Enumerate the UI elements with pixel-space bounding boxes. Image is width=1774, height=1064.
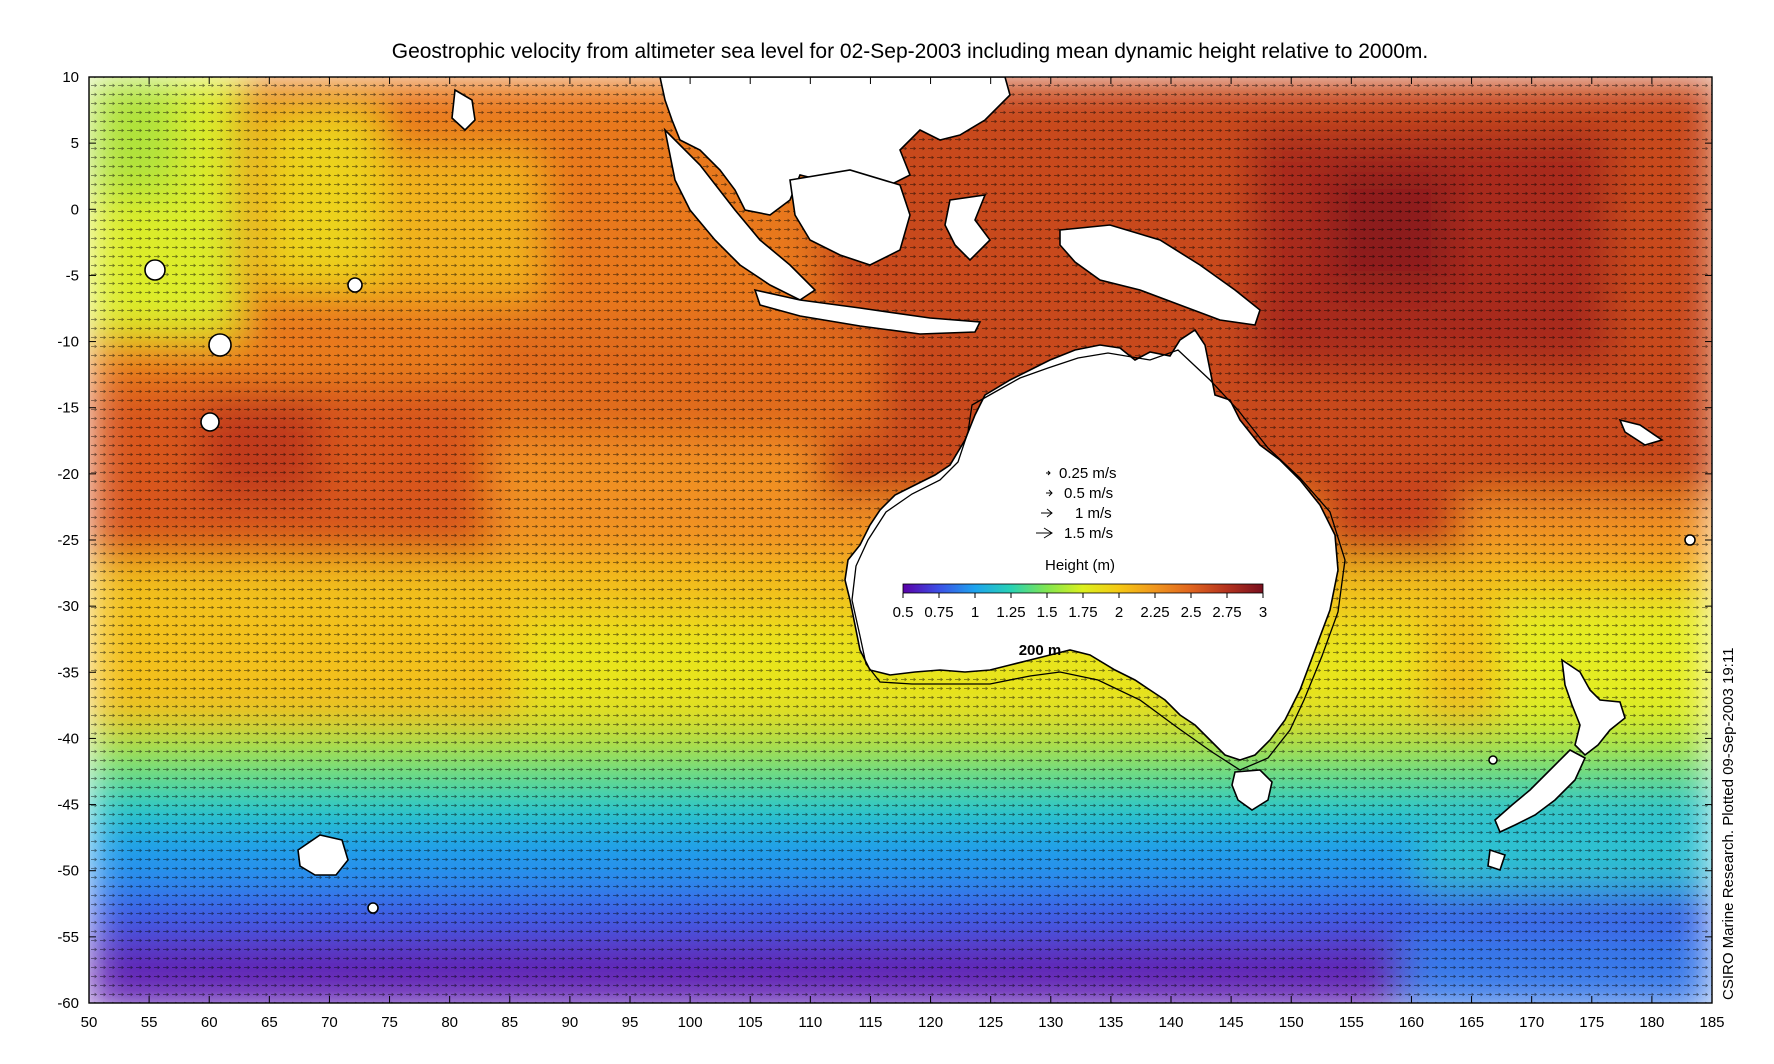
land-sulawesi xyxy=(944,194,992,262)
y-tick-label: 5 xyxy=(71,135,79,152)
velocity-legend-arrow xyxy=(1046,489,1053,497)
colorbar-gradient xyxy=(902,583,1264,594)
colorbar-tick-label: 1.25 xyxy=(996,604,1025,621)
x-tick-label: 100 xyxy=(678,1014,703,1031)
land-auckland-isles xyxy=(1487,848,1507,872)
y-tick-label: -15 xyxy=(57,400,79,417)
land-seychelles xyxy=(144,259,166,281)
velocity-legend-label: 0.5 m/s xyxy=(1064,485,1113,502)
x-tick-label: 65 xyxy=(261,1014,278,1031)
y-tick-label: 10 xyxy=(62,69,79,86)
velocity-legend-label: 1.5 m/s xyxy=(1064,525,1113,542)
land-heard xyxy=(367,902,379,914)
land-new-guinea xyxy=(1059,224,1261,326)
height-field xyxy=(89,77,1712,1003)
x-tick-label: 160 xyxy=(1399,1014,1424,1031)
velocity-legend-entry: 0.5 m/s xyxy=(1046,485,1113,502)
colorbar-tick-label: 2.75 xyxy=(1212,604,1241,621)
land-mascarene xyxy=(200,412,220,432)
colorbar: Height (m) 0.5 0.75 1 1.25 1.5 1.75 2 2.25 2.5 2.… xyxy=(893,557,1268,621)
land-madagascar-isle xyxy=(208,333,232,357)
colorbar-tick-label: 1.5 xyxy=(1037,604,1058,621)
x-tick-label: 75 xyxy=(381,1014,398,1031)
velocity-legend-entry: 1 m/s xyxy=(1041,505,1112,522)
land-lord-howe xyxy=(1488,755,1498,765)
velocity-legend-entry: 0.25 m/s xyxy=(1046,465,1117,482)
land-new-zealand-south xyxy=(1494,749,1587,834)
x-tick-label: 50 xyxy=(81,1014,98,1031)
land-sri-lanka xyxy=(451,88,476,132)
y-tick-label: -45 xyxy=(57,797,79,814)
y-tick-label: -55 xyxy=(57,929,79,946)
x-tick-label: 90 xyxy=(562,1014,579,1031)
y-tick-label: -10 xyxy=(57,334,79,351)
x-tick-label: 115 xyxy=(858,1014,882,1031)
y-tick-label: -60 xyxy=(57,995,79,1012)
x-tick-label: 80 xyxy=(441,1014,458,1031)
x-tick-label: 55 xyxy=(141,1014,158,1031)
x-axis: 50 55 60 65 70 75 80 85 90 95 100 105 110 115 120 125 13… xyxy=(81,77,1725,1031)
land-borneo xyxy=(789,169,911,266)
y-tick-label: -35 xyxy=(57,664,79,681)
x-tick-label: 150 xyxy=(1279,1014,1304,1031)
credit-text: CSIRO Marine Research. Plotted 09-Sep-20… xyxy=(1720,648,1737,1000)
colorbar-tick-label: 0.5 xyxy=(893,604,914,621)
colorbar-tick-label: 2.25 xyxy=(1140,604,1169,621)
x-tick-label: 85 xyxy=(501,1014,518,1031)
y-axis: 10 5 0 -5 -10 -15 -20 -25 -30 -35 -40 -45 -50 -55 -60 xyxy=(57,69,1712,1012)
colorbar-tick-label: 3 xyxy=(1259,604,1267,621)
x-tick-label: 165 xyxy=(1459,1014,1484,1031)
land-new-caledonia xyxy=(1618,418,1664,446)
velocity-legend-arrow xyxy=(1041,508,1053,518)
colorbar-tick-label: 1.75 xyxy=(1068,604,1097,621)
x-tick-label: 185 xyxy=(1699,1014,1724,1031)
x-tick-label: 95 xyxy=(622,1014,639,1031)
velocity-legend: 0.25 m/s 0.5 m/s 1 m/s 1.5 m/s xyxy=(1036,465,1117,542)
land-kerguelen xyxy=(297,834,349,876)
colorbar-tick-label: 1 xyxy=(971,604,979,621)
y-tick-label: -20 xyxy=(57,466,79,483)
land-fiji xyxy=(1684,534,1696,546)
land-australia xyxy=(844,328,1339,761)
land-chagos xyxy=(347,277,363,293)
x-tick-label: 135 xyxy=(1098,1014,1123,1031)
x-tick-label: 145 xyxy=(1219,1014,1244,1031)
colorbar-ticks: 0.5 0.75 1 1.25 1.5 1.75 2 2.25 2.5 2.75 3 xyxy=(893,593,1267,621)
x-tick-label: 110 xyxy=(798,1014,822,1031)
depth-contour-200m xyxy=(851,349,1346,771)
x-tick-label: 125 xyxy=(978,1014,1003,1031)
x-tick-label: 105 xyxy=(738,1014,763,1031)
map-title: Geostrophic velocity from altimeter sea … xyxy=(392,40,1429,63)
velocity-legend-arrow xyxy=(1046,470,1051,476)
land-tasmania xyxy=(1231,769,1273,811)
x-tick-label: 120 xyxy=(918,1014,943,1031)
x-tick-label: 175 xyxy=(1579,1014,1604,1031)
land-masses xyxy=(144,77,1696,914)
x-tick-label: 140 xyxy=(1158,1014,1183,1031)
velocity-legend-entry: 1.5 m/s xyxy=(1036,525,1113,542)
colorbar-tick-label: 2 xyxy=(1115,604,1123,621)
x-tick-label: 180 xyxy=(1639,1014,1664,1031)
y-tick-label: -30 xyxy=(57,598,79,615)
contour-label: 200 m xyxy=(1019,642,1062,659)
colorbar-tick-label: 0.75 xyxy=(924,604,953,621)
velocity-legend-label: 1 m/s xyxy=(1075,505,1112,522)
velocity-legend-arrow xyxy=(1036,527,1053,539)
y-tick-label: -40 xyxy=(57,730,79,747)
colorbar-tick-label: 2.5 xyxy=(1181,604,1202,621)
land-java xyxy=(753,288,982,335)
colorbar-title: Height (m) xyxy=(1045,557,1115,574)
velocity-legend-label: 0.25 m/s xyxy=(1059,465,1117,482)
x-tick-label: 70 xyxy=(321,1014,338,1031)
x-tick-label: 170 xyxy=(1519,1014,1544,1031)
x-tick-label: 130 xyxy=(1038,1014,1063,1031)
y-tick-label: -50 xyxy=(57,863,79,880)
y-tick-label: 0 xyxy=(71,201,79,218)
y-tick-label: -5 xyxy=(66,267,79,284)
land-new-zealand-north xyxy=(1560,658,1626,757)
x-tick-label: 60 xyxy=(201,1014,218,1031)
x-tick-label: 155 xyxy=(1339,1014,1364,1031)
y-tick-label: -25 xyxy=(57,532,79,549)
